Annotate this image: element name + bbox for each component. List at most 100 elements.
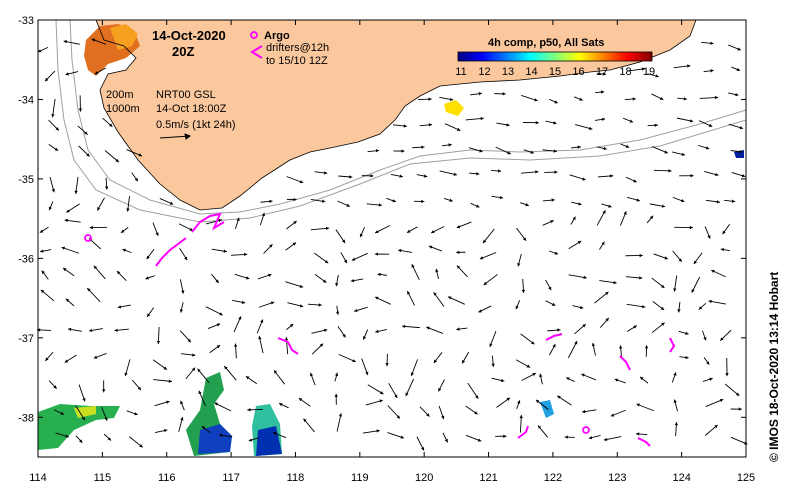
current-vector-head bbox=[51, 113, 55, 118]
current-vector-head bbox=[685, 355, 689, 360]
current-vector-head bbox=[218, 433, 223, 438]
current-vector-head bbox=[639, 253, 643, 258]
time-title: 20Z bbox=[172, 44, 194, 59]
current-vector-head bbox=[708, 123, 713, 127]
current-vector-head bbox=[349, 175, 353, 179]
current-vector-head bbox=[352, 359, 356, 363]
current-vector-head bbox=[375, 230, 379, 234]
current-vector-head bbox=[89, 328, 93, 333]
current-vector-head bbox=[548, 286, 552, 291]
scale-arrow bbox=[159, 133, 192, 140]
current-vector-head bbox=[654, 123, 658, 127]
current-vector-head bbox=[478, 309, 482, 313]
current-vector-head bbox=[613, 280, 617, 285]
current-vector-head bbox=[268, 273, 272, 277]
current-vector-head bbox=[582, 409, 586, 414]
current-vector-head bbox=[184, 256, 188, 261]
current-vector-head bbox=[636, 198, 640, 202]
date-title: 14-Oct-2020 bbox=[152, 28, 226, 43]
current-vector-head bbox=[640, 376, 644, 381]
current-vector-head bbox=[97, 207, 101, 211]
current-vector-head bbox=[553, 121, 557, 125]
colorbar-tick-label: 13 bbox=[502, 66, 514, 78]
current-vector-head bbox=[673, 288, 677, 292]
drifter-track-2 bbox=[191, 212, 225, 233]
current-vector-head bbox=[535, 120, 539, 125]
current-vector-head bbox=[539, 373, 543, 378]
current-vector-head bbox=[241, 300, 246, 304]
current-vector-head bbox=[503, 434, 507, 438]
current-vector-head bbox=[714, 424, 718, 429]
current-vector-head bbox=[244, 252, 248, 257]
current-vector-head bbox=[45, 357, 49, 361]
current-vector-head bbox=[65, 72, 69, 76]
current-vectors bbox=[37, 38, 748, 451]
current-vector-head bbox=[224, 366, 228, 370]
current-vector-head bbox=[79, 439, 83, 443]
current-vector-head bbox=[693, 260, 697, 265]
current-vector-head bbox=[126, 208, 130, 212]
current-vector-head bbox=[449, 97, 454, 101]
drifter-track-5 bbox=[619, 355, 631, 371]
current-vector-head bbox=[711, 269, 715, 273]
current-vector-head bbox=[710, 41, 714, 45]
current-vector-head bbox=[84, 131, 88, 135]
current-vector-head bbox=[359, 233, 363, 238]
current-vector-head bbox=[258, 335, 262, 340]
current-vector-head bbox=[269, 199, 273, 204]
current-vector-head bbox=[394, 394, 398, 399]
sst-patch-sw-2 bbox=[74, 406, 96, 418]
current-vector-head bbox=[219, 312, 223, 316]
current-vector-head bbox=[319, 343, 324, 347]
current-vector-head bbox=[53, 385, 57, 389]
plot-frame bbox=[37, 19, 747, 458]
x-tick-label: 124 bbox=[672, 472, 690, 484]
current-vector-head bbox=[134, 412, 138, 416]
current-vector-head bbox=[641, 67, 646, 71]
current-vector-head bbox=[661, 204, 666, 208]
current-vector-head bbox=[731, 199, 736, 203]
current-vector-head bbox=[94, 71, 99, 75]
current-vector-head bbox=[63, 40, 67, 44]
drifter-key-sublabel: to 15/10 12Z bbox=[266, 55, 328, 67]
current-vector-head bbox=[274, 370, 278, 374]
drifter-track-6 bbox=[669, 337, 676, 353]
drifter-key-label: drifters@12h bbox=[266, 42, 329, 54]
current-vector-head bbox=[363, 336, 367, 340]
current-vector-head bbox=[378, 203, 382, 207]
current-vector-head bbox=[687, 64, 691, 68]
current-vector-head bbox=[405, 392, 409, 397]
current-vector-head bbox=[673, 372, 677, 376]
current-vector-head bbox=[673, 399, 677, 403]
current-vector-head bbox=[579, 97, 583, 101]
current-vector-head bbox=[478, 92, 482, 96]
current-vector-head bbox=[719, 398, 724, 403]
current-vector-head bbox=[147, 313, 151, 317]
current-vector bbox=[153, 379, 172, 382]
current-vector-head bbox=[428, 245, 433, 249]
current-vector-head bbox=[502, 92, 506, 96]
current-vector-head bbox=[476, 172, 480, 176]
current-vector-head bbox=[433, 292, 437, 296]
current-vector-head bbox=[218, 218, 222, 223]
current-vector-head bbox=[566, 377, 570, 381]
colorbar-tick-label: 19 bbox=[643, 66, 655, 78]
x-tick-label: 121 bbox=[479, 472, 497, 484]
current-vector-head bbox=[610, 413, 615, 417]
current-vector-head bbox=[322, 279, 327, 283]
current-vector-head bbox=[633, 179, 637, 183]
current-vector-head bbox=[180, 400, 184, 405]
current-vector-head bbox=[55, 127, 59, 131]
isobath-lines bbox=[55, 19, 747, 223]
current-vector-head bbox=[521, 289, 526, 293]
current-vector-head bbox=[181, 290, 185, 294]
current-vector-head bbox=[341, 239, 346, 243]
current-vector bbox=[86, 287, 101, 303]
current-vector-head bbox=[456, 327, 460, 331]
current-vector-head bbox=[737, 47, 741, 51]
current-vector-head bbox=[554, 251, 558, 255]
x-tick-label: 115 bbox=[94, 472, 112, 484]
current-vector-head bbox=[557, 395, 561, 399]
isobath-label-200m: 200m bbox=[106, 89, 134, 101]
current-vector-head bbox=[572, 216, 576, 221]
